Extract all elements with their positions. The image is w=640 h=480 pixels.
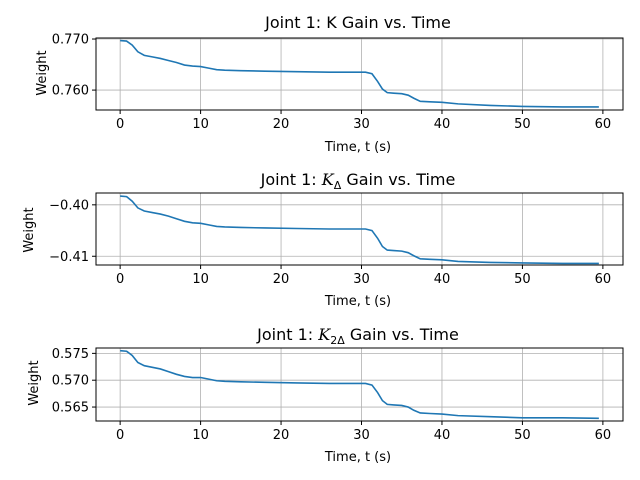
x-tick-label: 60 — [595, 428, 612, 443]
title-suffix: Gain vs. Time — [341, 170, 455, 189]
grid — [96, 193, 623, 265]
y-tick-label: 0.760 — [52, 84, 89, 99]
ticks: 0 10 20 30 40 50 60 0.565 0.570 0.575 — [52, 347, 611, 443]
ticks: 0 10 20 30 40 50 60 0.760 0.770 — [52, 33, 611, 132]
title-prefix: Joint 1: — [260, 170, 322, 189]
x-tick-label: 60 — [595, 117, 612, 132]
subplot-title: Joint 1: K2Δ Gain vs. Time — [256, 325, 459, 347]
y-tick-label: −0.40 — [49, 198, 89, 213]
series-line — [120, 195, 599, 265]
grid — [96, 348, 623, 421]
y-axis-label: Weight — [22, 207, 37, 252]
title-suffix: Gain vs. Time — [345, 325, 459, 344]
x-tick-label: 20 — [273, 117, 290, 132]
x-tick-label: 10 — [192, 117, 209, 132]
x-tick-label: 50 — [514, 272, 531, 287]
x-axis-label: Time, t (s) — [324, 450, 391, 465]
ticks: 0 10 20 30 40 50 60 −0.40 −0.41 — [49, 198, 611, 287]
y-axis-label: Weight — [35, 50, 50, 95]
series-line — [120, 39, 599, 108]
x-axis-label: Time, t (s) — [324, 294, 391, 309]
subplot-k-gain: Joint 1: K Gain vs. Time Time, t (s) Wei… — [35, 13, 624, 155]
x-tick-label: 30 — [353, 428, 370, 443]
x-tick-label: 40 — [434, 117, 451, 132]
x-tick-label: 20 — [273, 428, 290, 443]
x-tick-label: 20 — [273, 272, 290, 287]
title-symbol: K — [321, 170, 335, 189]
x-tick-label: 40 — [434, 428, 451, 443]
y-axis-label: Weight — [27, 360, 42, 405]
title-symbol: K — [317, 325, 331, 344]
series-line — [120, 349, 599, 420]
title-subscript: 2Δ — [330, 334, 345, 347]
x-tick-label: 50 — [514, 117, 531, 132]
y-tick-label: 0.570 — [52, 374, 89, 389]
x-tick-label: 30 — [353, 272, 370, 287]
series — [120, 39, 599, 108]
x-tick-label: 0 — [116, 428, 124, 443]
y-tick-label: −0.41 — [49, 250, 89, 265]
x-tick-label: 60 — [595, 272, 612, 287]
axes-frame — [95, 192, 624, 266]
title-subscript: Δ — [334, 179, 342, 192]
x-tick-label: 0 — [116, 117, 124, 132]
series — [120, 349, 599, 420]
x-tick-label: 10 — [192, 272, 209, 287]
y-tick-label: 0.565 — [52, 401, 89, 416]
axes-frame — [95, 37, 624, 111]
x-tick-label: 0 — [116, 272, 124, 287]
y-tick-label: 0.575 — [52, 347, 89, 362]
x-tick-label: 10 — [192, 428, 209, 443]
series — [120, 195, 599, 265]
x-tick-label: 40 — [434, 272, 451, 287]
x-tick-label: 50 — [514, 428, 531, 443]
axes-frame — [95, 347, 624, 422]
title-prefix: Joint 1: — [256, 325, 318, 344]
x-tick-label: 30 — [353, 117, 370, 132]
subplot-title: Joint 1: K Gain vs. Time — [264, 13, 451, 32]
x-axis-label: Time, t (s) — [324, 140, 391, 155]
grid — [96, 38, 623, 110]
y-tick-label: 0.770 — [52, 33, 89, 48]
subplot-k-2delta-gain: Joint 1: K2Δ Gain vs. Time Time, t (s) W… — [27, 325, 624, 465]
subplot-k-delta-gain: Joint 1: KΔ Gain vs. Time Time, t (s) We… — [22, 170, 624, 309]
subplot-title: Joint 1: KΔ Gain vs. Time — [260, 170, 456, 192]
